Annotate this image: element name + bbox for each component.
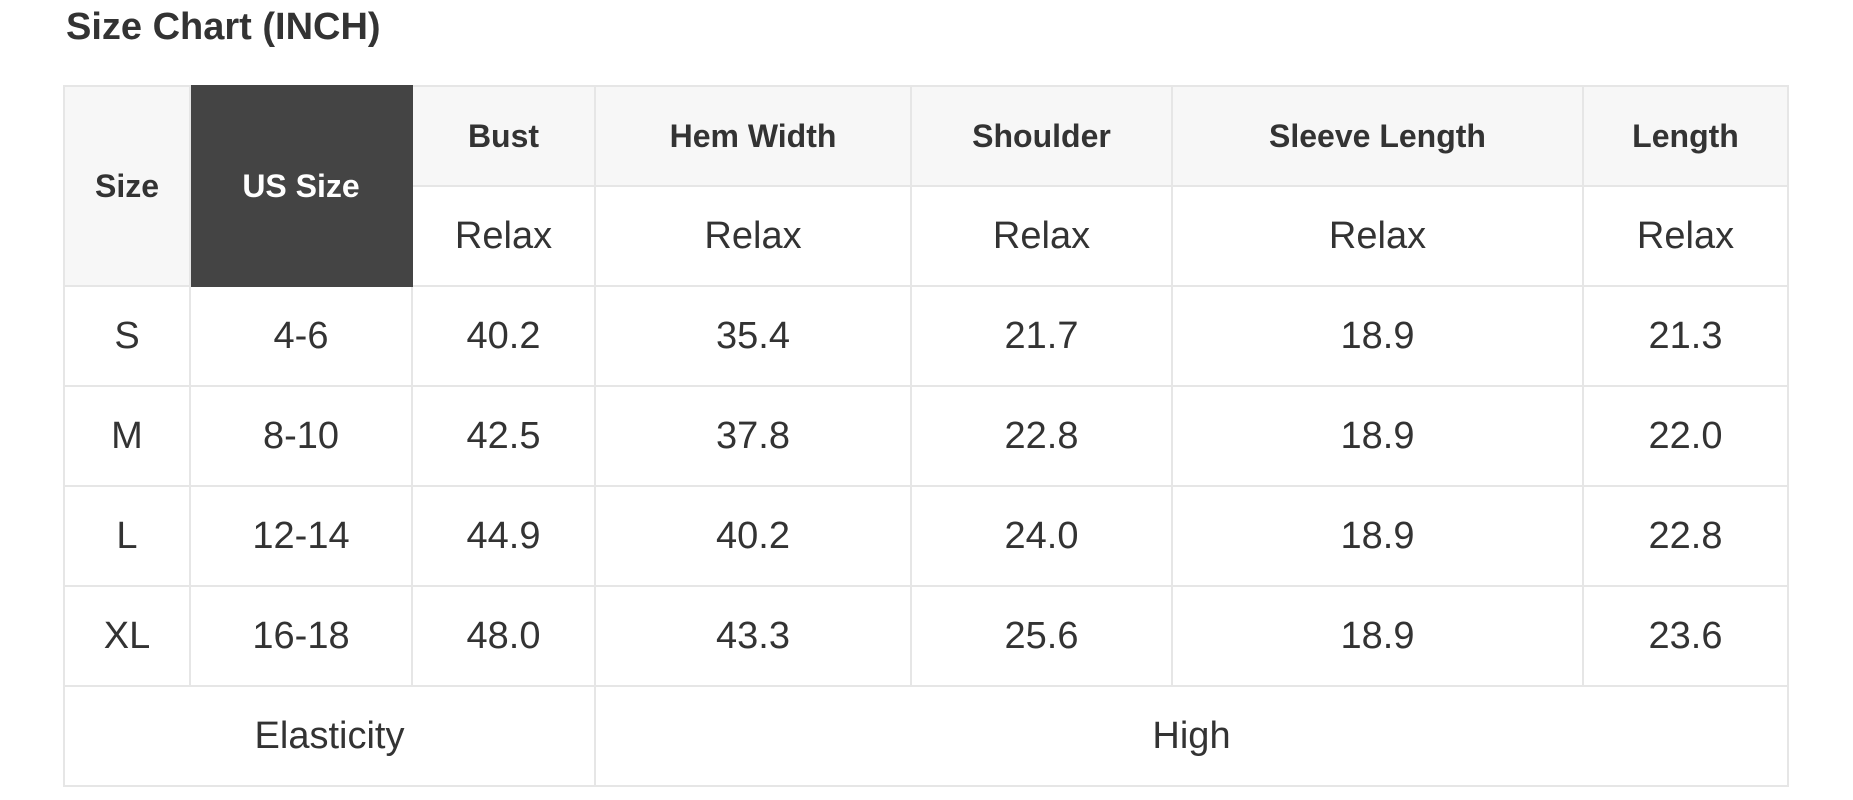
us-size-cell: 16-18: [189, 585, 413, 687]
header-shoulder: Shoulder: [910, 85, 1173, 187]
value-cell: 22.8: [910, 385, 1173, 487]
header-row: Size US Size Bust Hem Width Shoulder Sle…: [63, 85, 1789, 287]
value-cell: 18.9: [1171, 485, 1584, 587]
header-us-size: US Size: [189, 85, 413, 287]
table-row: M 8-10 42.5 37.8 22.8 18.9 22.0: [63, 385, 1789, 487]
size-cell: L: [63, 485, 191, 587]
size-cell: M: [63, 385, 191, 487]
value-cell: 37.8: [594, 385, 912, 487]
value-cell: 40.2: [594, 485, 912, 587]
elasticity-value: High: [594, 685, 1789, 787]
header-bust: Bust: [411, 85, 596, 187]
us-size-cell: 4-6: [189, 285, 413, 387]
value-cell: 24.0: [910, 485, 1173, 587]
table-row: XL 16-18 48.0 43.3 25.6 18.9 23.6: [63, 585, 1789, 687]
us-size-cell: 8-10: [189, 385, 413, 487]
subheader-cell: Relax: [910, 185, 1173, 287]
value-cell: 18.9: [1171, 385, 1584, 487]
value-cell: 18.9: [1171, 285, 1584, 387]
subheader-cell: Relax: [594, 185, 912, 287]
value-cell: 40.2: [411, 285, 596, 387]
size-cell: S: [63, 285, 191, 387]
value-cell: 35.4: [594, 285, 912, 387]
value-cell: 18.9: [1171, 585, 1584, 687]
value-cell: 21.3: [1582, 285, 1789, 387]
elasticity-label: Elasticity: [63, 685, 596, 787]
subheader-cell: Relax: [1171, 185, 1584, 287]
size-chart-table: Size US Size Bust Hem Width Shoulder Sle…: [63, 85, 1789, 787]
value-cell: 43.3: [594, 585, 912, 687]
elasticity-row: Elasticity High: [63, 685, 1789, 787]
value-cell: 22.0: [1582, 385, 1789, 487]
table-row: L 12-14 44.9 40.2 24.0 18.9 22.8: [63, 485, 1789, 587]
page-title: Size Chart (INCH): [66, 6, 381, 48]
value-cell: 42.5: [411, 385, 596, 487]
value-cell: 22.8: [1582, 485, 1789, 587]
us-size-cell: 12-14: [189, 485, 413, 587]
subheader-row: Relax Relax Relax Relax Relax: [64, 185, 1789, 287]
header-sleeve-length: Sleeve Length: [1171, 85, 1584, 187]
header-size: Size: [63, 85, 191, 287]
value-cell: 48.0: [411, 585, 596, 687]
table-row: S 4-6 40.2 35.4 21.7 18.9 21.3: [63, 285, 1789, 387]
header-length: Length: [1582, 85, 1789, 187]
subheader-cell: Relax: [1582, 185, 1789, 287]
value-cell: 21.7: [910, 285, 1173, 387]
value-cell: 23.6: [1582, 585, 1789, 687]
subheader-cell: Relax: [411, 185, 596, 287]
value-cell: 25.6: [910, 585, 1173, 687]
value-cell: 44.9: [411, 485, 596, 587]
header-hem-width: Hem Width: [594, 85, 912, 187]
size-cell: XL: [63, 585, 191, 687]
